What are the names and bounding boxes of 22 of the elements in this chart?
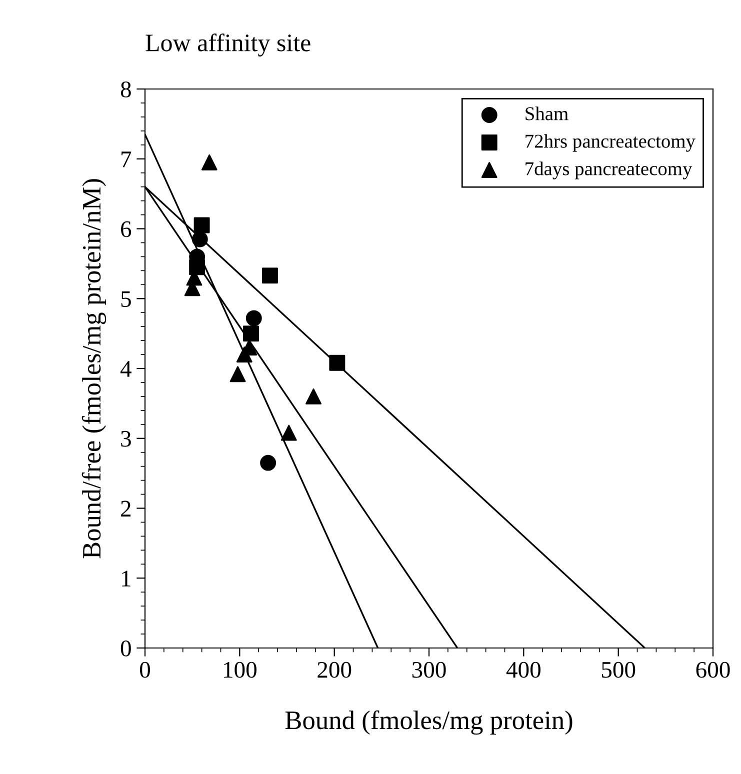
y-tick-label: 2 xyxy=(121,500,131,516)
x-tick-label: 500 xyxy=(602,662,636,678)
y-tick-label: 5 xyxy=(121,291,131,308)
x-tick-label: 400 xyxy=(506,662,540,678)
y-tick-label: 0 xyxy=(120,640,131,656)
legend-label: 72hrs pancreatectomy xyxy=(526,134,696,152)
x-tick-label: 600 xyxy=(696,662,730,678)
y-tick-label: 8 xyxy=(120,81,131,98)
x-tick-label: 0 xyxy=(140,662,150,678)
x-tick-label: 100 xyxy=(224,662,256,678)
y-tick-label: 6 xyxy=(121,221,132,238)
chart-title: Low affinity site xyxy=(146,34,310,56)
legend-label: 7days pancreatecomy xyxy=(526,162,692,180)
x-axis-title: Bound (fmoles/mg protein) xyxy=(285,710,572,735)
legend-label: Sham xyxy=(526,106,568,120)
y-tick-label: 3 xyxy=(121,430,131,447)
y-axis-title: Bound/free (fmoles/mg protein/nM) xyxy=(82,179,106,558)
y-tick-label: 7 xyxy=(122,152,132,168)
y-tick-label: 4 xyxy=(120,361,132,377)
x-tick-label: 200 xyxy=(318,662,352,678)
y-tick-label: 1 xyxy=(122,570,130,586)
x-tick-label: 300 xyxy=(412,662,446,678)
